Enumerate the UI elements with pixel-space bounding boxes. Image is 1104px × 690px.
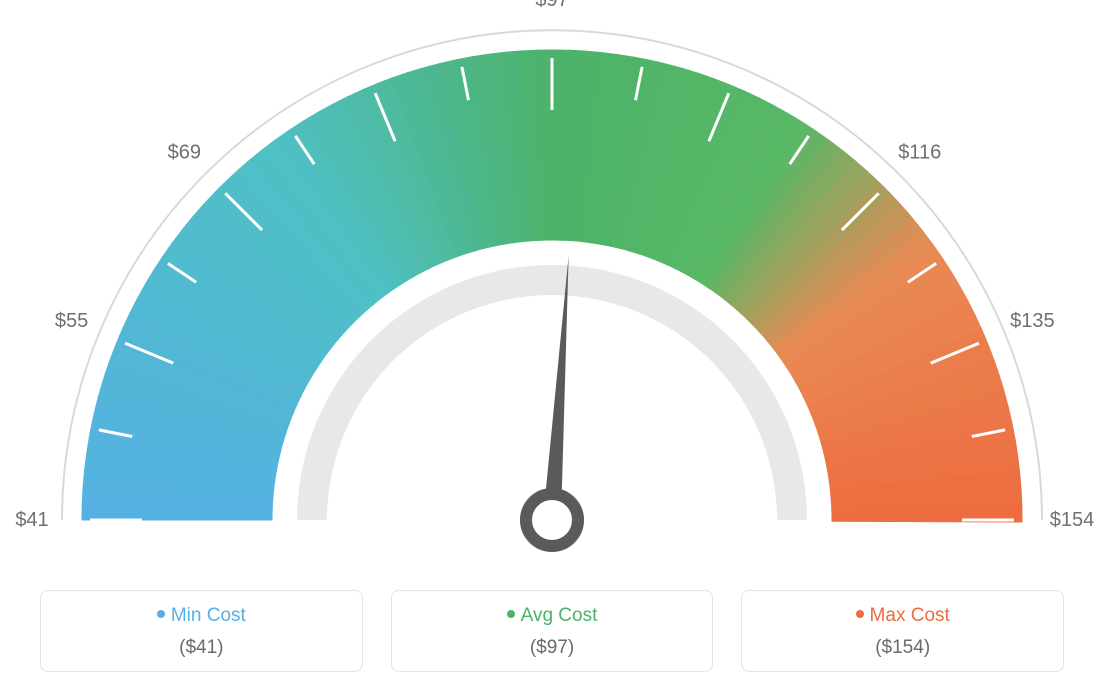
dot-icon [157, 610, 165, 618]
legend-label-avg: Avg Cost [521, 605, 598, 626]
tick-label: $55 [55, 310, 88, 332]
legend-value-avg: ($97) [402, 637, 703, 659]
legend-row: Min Cost ($41) Avg Cost ($97) Max Cost (… [0, 590, 1104, 672]
legend-title-min: Min Cost [51, 605, 352, 627]
tick-label: $135 [1010, 310, 1055, 332]
dot-icon [507, 610, 515, 618]
legend-title-avg: Avg Cost [402, 605, 703, 627]
legend-card-min: Min Cost ($41) [40, 590, 363, 672]
tick-label: $116 [898, 141, 941, 163]
gauge-svg: $41 $55 $69 $97 $116 $135 $154 [0, 0, 1104, 570]
legend-label-max: Max Cost [870, 605, 950, 626]
tick-label: $97 [535, 0, 568, 11]
legend-card-max: Max Cost ($154) [741, 590, 1064, 672]
gauge-needle [526, 256, 578, 546]
gauge-area: $41 $55 $69 $97 $116 $135 $154 [0, 0, 1104, 560]
legend-value-max: ($154) [752, 637, 1053, 659]
legend-label-min: Min Cost [171, 605, 246, 626]
legend-value-min: ($41) [51, 637, 352, 659]
legend-title-max: Max Cost [752, 605, 1053, 627]
gauge-chart-container: $41 $55 $69 $97 $116 $135 $154 Min Cost ($41) … [0, 0, 1104, 690]
tick-label: $41 [15, 509, 48, 531]
tick-label: $154 [1050, 509, 1095, 531]
dot-icon [856, 610, 864, 618]
tick-label: $69 [168, 141, 201, 163]
legend-card-avg: Avg Cost ($97) [391, 590, 714, 672]
